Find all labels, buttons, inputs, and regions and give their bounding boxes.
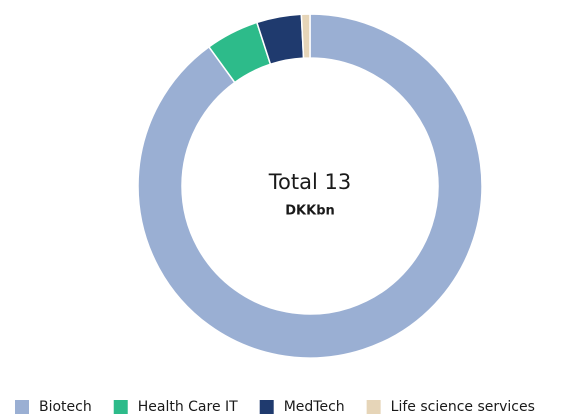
legend-swatch (15, 400, 29, 414)
legend-label: Biotech (39, 399, 92, 415)
legend-swatch (113, 400, 128, 414)
legend-label: Life science services (391, 399, 535, 415)
legend-swatch (259, 400, 274, 414)
center-subtitle: DKKbn (285, 204, 335, 219)
center-title: Total 13 (268, 170, 351, 194)
legend-label: Health Care IT (138, 399, 238, 415)
legend-swatch (366, 400, 381, 414)
legend-label: MedTech (284, 399, 345, 415)
donut-segment (300, 13, 311, 59)
donut-segment (137, 13, 483, 359)
